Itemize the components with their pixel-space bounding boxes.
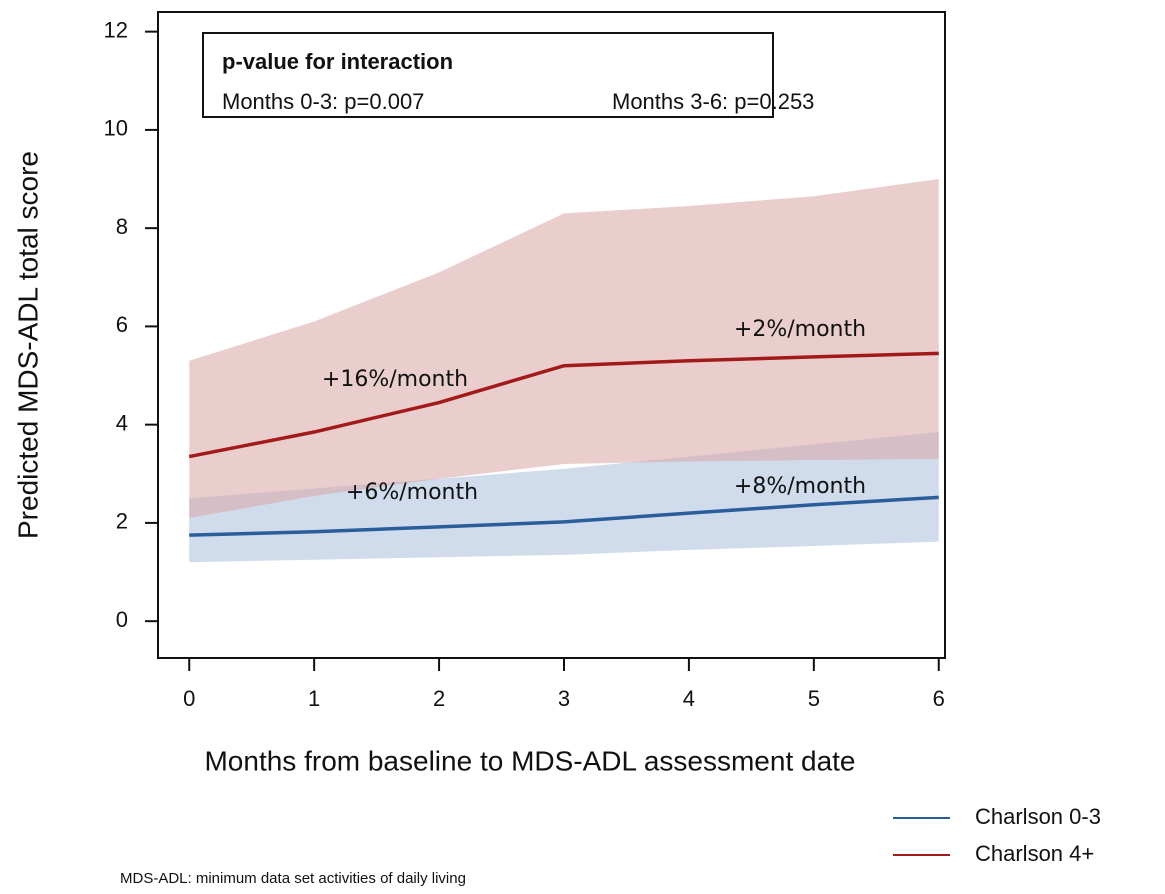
x-tick-label: 0 (183, 686, 195, 711)
x-tick-label: 1 (308, 686, 320, 711)
y-tick-label: 4 (116, 410, 128, 435)
footnote: MDS-ADL: minimum data set activities of … (120, 870, 466, 887)
plot-frame (157, 11, 946, 659)
y-tick-label: 6 (116, 312, 128, 337)
line (189, 495, 939, 537)
legend-label: Charlson 0-3 (975, 804, 1101, 829)
box-text: Months 0-3: p=0.007 (222, 89, 424, 114)
y-tick-label: 0 (116, 607, 128, 632)
y-tick-label: 2 (116, 509, 128, 534)
slope-annotation: +6%/month (346, 480, 478, 505)
x-axis-label: Months from baseline to MDS-ADL assessme… (204, 745, 855, 776)
box-text: Months 3-6: p=0.253 (612, 89, 814, 114)
box-title: p-value for interaction (222, 49, 453, 74)
x-tick-label: 3 (558, 686, 570, 711)
slope-annotation: +8%/month (734, 474, 866, 499)
line (188, 351, 939, 459)
x-tick-label: 5 (808, 686, 820, 711)
x-tick-label: 2 (433, 686, 445, 711)
y-tick-label: 10 (104, 116, 128, 141)
interaction-box (202, 32, 774, 118)
y-axis-label: Predicted MDS-ADL total score (12, 151, 43, 539)
y-tick-label: 8 (116, 214, 128, 239)
slope-annotation: +2%/month (734, 317, 866, 342)
slope-annotation: +16%/month (322, 367, 468, 392)
confidence-band (189, 179, 939, 518)
y-tick-label: 12 (104, 17, 128, 42)
legend-label: Charlson 4+ (975, 841, 1094, 866)
x-tick-label: 6 (933, 686, 945, 711)
x-tick-label: 4 (683, 686, 695, 711)
